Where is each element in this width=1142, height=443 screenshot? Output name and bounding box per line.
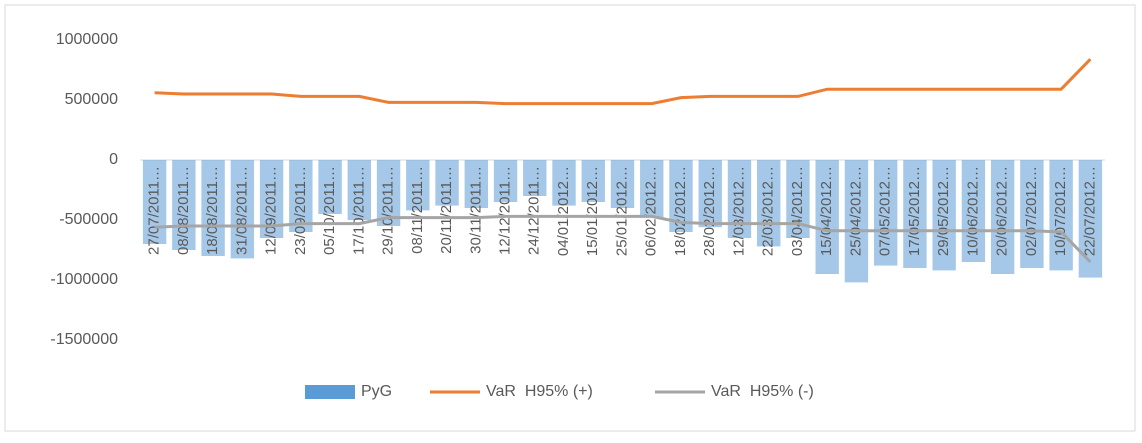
y-tick-label: -1500000 xyxy=(50,331,118,348)
x-tick-label: 12/03/2012… xyxy=(730,166,747,256)
x-tick-label: 24/12/2011… xyxy=(526,166,543,255)
bar xyxy=(347,160,372,220)
x-tick-label: 18/08/2011… xyxy=(204,166,221,255)
x-tick-label: 05/10/2011… xyxy=(321,166,338,255)
x-tick-label: 20/11/2011… xyxy=(438,166,455,254)
y-tick-label: 1000000 xyxy=(56,31,118,48)
bar xyxy=(961,160,986,262)
bar xyxy=(932,160,956,271)
x-tick-label: 08/11/2011… xyxy=(409,166,426,254)
x-tick-label: 15/01/2012… xyxy=(584,166,601,256)
x-tick-label: 06/02/2012… xyxy=(643,166,660,256)
bar xyxy=(844,160,869,283)
x-tick-label: 27/07/2011… xyxy=(146,166,163,255)
x-tick-label: 10/07/2012… xyxy=(1052,166,1069,256)
x-tick-label: 22/07/2012… xyxy=(1081,166,1098,256)
bar xyxy=(1020,160,1044,268)
x-tick-label: 25/04/2012… xyxy=(847,166,864,256)
x-tick-label: 15/04/2012… xyxy=(818,166,835,256)
bar xyxy=(464,160,488,208)
bar xyxy=(727,160,752,238)
bar xyxy=(786,160,810,238)
y-tick-label: -1000000 xyxy=(50,271,118,288)
x-tick-label: 18/02/2012… xyxy=(672,166,689,256)
bar xyxy=(406,160,430,211)
bar xyxy=(610,160,635,208)
x-tick-label: 17/10/2011… xyxy=(350,166,367,255)
x-tick-label: 28/02/2012… xyxy=(701,166,718,256)
legend-label: VaR H95% (-) xyxy=(711,383,814,400)
y-tick-label: 0 xyxy=(109,151,118,168)
x-tick-label: 30/11/2011… xyxy=(467,166,484,254)
x-tick-label: 31/08/2011… xyxy=(233,166,250,255)
x-tick-label: 25/01/2012… xyxy=(613,166,630,256)
bar xyxy=(552,160,576,206)
bar xyxy=(318,160,342,214)
bar xyxy=(698,160,722,228)
legend-label: PyG xyxy=(361,383,392,400)
bar xyxy=(289,160,313,232)
bar xyxy=(493,160,518,202)
x-tick-label: 10/06/2012… xyxy=(964,166,981,256)
legend-swatch xyxy=(305,385,355,399)
bar xyxy=(201,160,225,256)
x-tick-label: 02/07/2012… xyxy=(1023,166,1040,256)
bar xyxy=(873,160,898,266)
bar xyxy=(581,160,605,202)
x-tick-label: 17/05/2012… xyxy=(906,166,923,256)
bar xyxy=(142,160,167,244)
bar xyxy=(1049,160,1073,271)
x-tick-label: 29/10/2011… xyxy=(380,166,397,255)
x-tick-label: 29/05/2012… xyxy=(935,166,952,256)
bar xyxy=(259,160,284,238)
bar xyxy=(990,160,1015,274)
x-tick-label: 23/09/2011… xyxy=(292,166,309,255)
x-tick-label: 12/12/2011… xyxy=(496,166,513,255)
x-tick-label: 08/08/2011… xyxy=(175,166,192,255)
y-tick-label: 500000 xyxy=(65,91,118,108)
bar xyxy=(815,160,839,274)
x-tick-label: 03/04/2012… xyxy=(789,166,806,256)
bar xyxy=(1078,160,1103,278)
bar xyxy=(435,160,459,206)
line-series xyxy=(154,214,1092,264)
x-tick-label: 07/05/2012… xyxy=(877,166,894,256)
x-tick-label: 04/01/2012… xyxy=(555,166,572,256)
line-series xyxy=(154,58,1092,106)
bar xyxy=(523,160,547,196)
x-tick-label: 22/03/2012… xyxy=(760,166,777,256)
legend-label: VaR H95% (+) xyxy=(486,383,593,400)
bar xyxy=(669,160,693,232)
x-tick-label: 12/09/2011… xyxy=(263,166,280,255)
bar xyxy=(376,160,401,226)
bar xyxy=(903,160,927,268)
x-tick-label: 20/06/2012… xyxy=(994,166,1011,256)
bar xyxy=(640,160,664,218)
y-tick-label: -500000 xyxy=(59,211,118,228)
bar xyxy=(230,160,255,259)
